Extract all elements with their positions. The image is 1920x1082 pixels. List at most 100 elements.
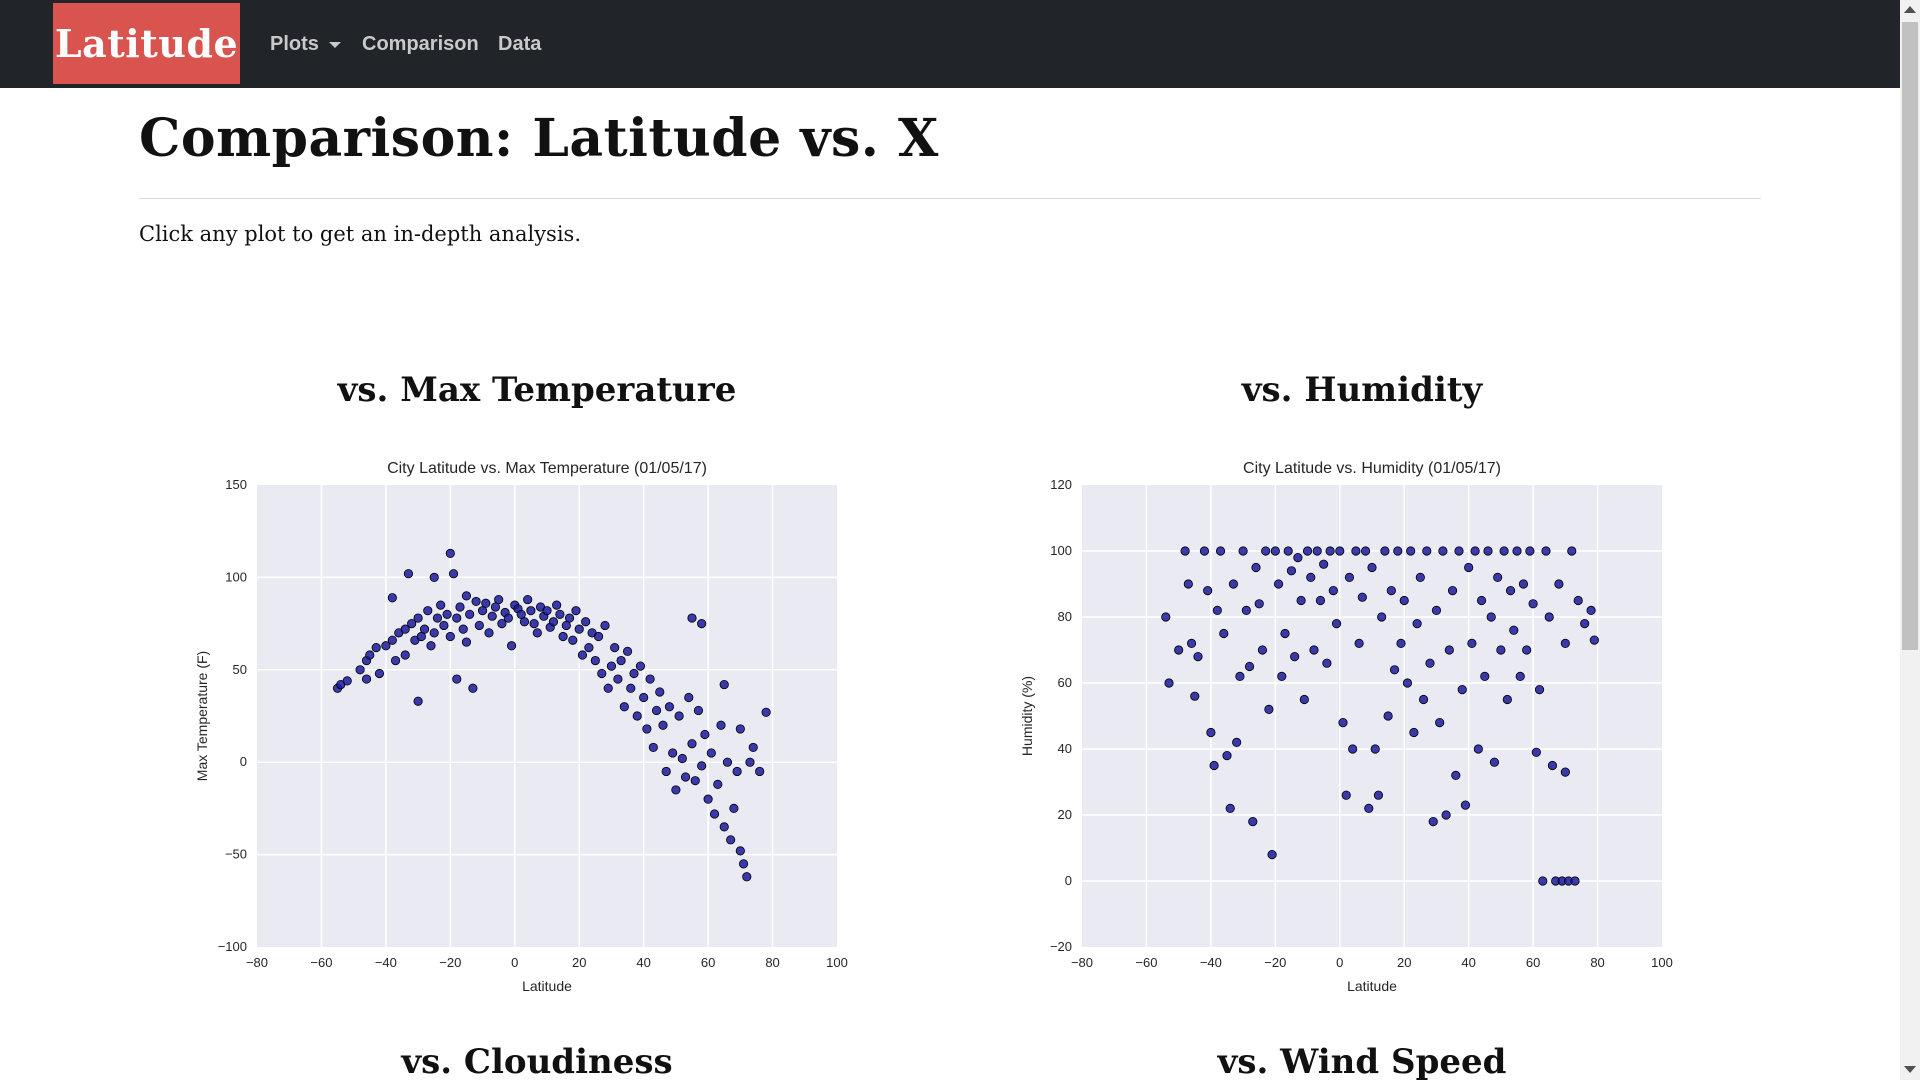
data-point — [494, 594, 504, 605]
data-point — [1399, 595, 1409, 606]
data-point — [719, 822, 729, 832]
data-point — [1186, 638, 1197, 648]
nav-plots-dropdown[interactable]: Plots — [270, 30, 341, 58]
caret-down-icon — [328, 41, 341, 48]
y-axis-label: Max Temperature (F) — [194, 651, 210, 781]
data-point — [674, 711, 684, 721]
data-point — [381, 641, 391, 651]
data-point — [1180, 546, 1190, 556]
data-point — [1431, 605, 1442, 615]
data-point — [1389, 665, 1400, 675]
humidity-scatter-plot[interactable]: City Latitude vs. Humidity (01/05/17) −80… — [995, 440, 1755, 1000]
data-point — [1319, 559, 1329, 569]
data-point — [497, 619, 507, 629]
data-point — [426, 641, 436, 651]
y-tick-label: 40 — [1058, 741, 1072, 756]
data-point — [465, 609, 475, 619]
data-point — [1373, 790, 1384, 800]
data-point — [1567, 546, 1577, 556]
data-point — [361, 674, 372, 684]
x-tick-label: −20 — [439, 955, 461, 970]
data-point — [1544, 612, 1554, 622]
data-point — [445, 548, 455, 558]
data-point — [1215, 546, 1226, 556]
data-point — [1315, 595, 1326, 606]
data-point — [548, 617, 559, 627]
data-point — [642, 724, 652, 734]
data-point — [600, 620, 610, 631]
data-point — [668, 748, 678, 758]
data-point — [735, 724, 745, 734]
data-point — [1222, 750, 1232, 761]
data-point — [713, 779, 723, 789]
data-point — [1512, 546, 1522, 556]
data-point — [365, 650, 375, 660]
data-point — [461, 637, 472, 647]
data-point — [1486, 612, 1496, 622]
data-point — [658, 720, 668, 730]
x-tick-label: 100 — [826, 955, 848, 970]
data-point — [1538, 876, 1548, 886]
data-point — [400, 650, 410, 660]
data-point — [1264, 704, 1274, 714]
data-point — [532, 628, 542, 638]
scroll-down-arrow-icon[interactable] — [1904, 1066, 1916, 1073]
data-point — [1193, 652, 1203, 662]
x-tick-label: 80 — [1590, 955, 1604, 970]
brand-logo[interactable]: Latitude — [53, 3, 240, 84]
data-point — [748, 742, 758, 753]
nav-data[interactable]: Data — [498, 33, 542, 55]
data-point — [1586, 605, 1596, 615]
x-tick-label: −40 — [375, 955, 397, 970]
data-point — [1528, 599, 1538, 609]
data-point — [1505, 586, 1516, 596]
data-point — [419, 624, 430, 634]
data-point — [1251, 562, 1261, 573]
data-point — [677, 753, 687, 764]
scrollbar-thumb[interactable] — [1902, 22, 1918, 650]
data-point — [1580, 619, 1590, 629]
x-tick-label: 60 — [1526, 955, 1540, 970]
data-point — [1541, 546, 1551, 556]
data-point — [1502, 694, 1512, 705]
nav-comparison[interactable]: Comparison — [362, 33, 479, 55]
temperature-scatter-plot[interactable]: City Latitude vs. Max Temperature (01/05… — [170, 440, 930, 1000]
data-point — [616, 655, 626, 666]
intro-text: Click any plot to get an in-depth analys… — [139, 222, 582, 246]
data-point — [1164, 678, 1174, 688]
data-point — [655, 687, 665, 697]
data-point — [664, 702, 675, 712]
data-point — [693, 705, 704, 716]
y-tick-label: 100 — [1050, 543, 1072, 558]
data-point — [1203, 586, 1213, 596]
data-point — [423, 606, 433, 616]
data-point — [1422, 546, 1432, 556]
data-point — [719, 679, 729, 690]
data-point — [407, 619, 417, 629]
chart-title: City Latitude vs. Max Temperature (01/05… — [387, 460, 707, 477]
data-point — [484, 628, 494, 638]
data-point — [1547, 760, 1558, 771]
data-point — [571, 606, 581, 616]
data-point — [1290, 652, 1300, 662]
x-tick-label: 40 — [636, 955, 650, 970]
data-point — [735, 846, 745, 856]
data-point — [1273, 579, 1284, 589]
data-point — [706, 748, 716, 758]
data-point — [1261, 546, 1271, 556]
data-point — [687, 739, 697, 749]
data-point — [1302, 546, 1313, 556]
scroll-up-arrow-icon[interactable] — [1904, 6, 1916, 13]
data-point — [1451, 770, 1461, 780]
y-tick-label: 0 — [1065, 873, 1072, 888]
data-point — [1480, 671, 1490, 681]
data-point — [1254, 599, 1264, 609]
title-divider — [139, 198, 1761, 199]
data-point — [452, 613, 462, 623]
plot-area — [1082, 485, 1662, 947]
data-point — [1444, 645, 1454, 655]
y-tick-label: 50 — [233, 662, 247, 677]
data-point — [626, 683, 636, 693]
y-tick-label: 120 — [1050, 477, 1072, 492]
data-point — [1357, 592, 1367, 602]
